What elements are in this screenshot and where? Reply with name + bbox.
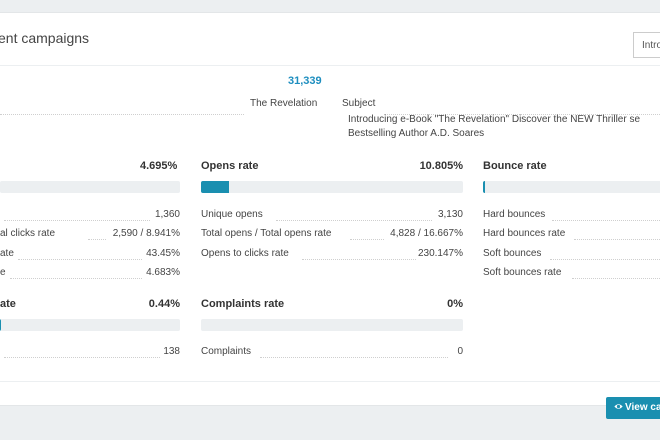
opens-row-value: 3,130 [437, 209, 463, 220]
bounce-row-label: Hard bounces rate [483, 228, 566, 239]
leader-dots [350, 239, 384, 240]
bounce-row-label: Soft bounces [483, 248, 542, 259]
leader-dots [550, 259, 660, 260]
panel-title: ent campaigns [0, 30, 90, 46]
bounce-rate-title: Bounce rate [483, 160, 547, 172]
opens-rate-bar [201, 181, 463, 193]
opens-rate-title: Opens rate [201, 160, 259, 172]
clicks-row-label: e [0, 267, 6, 278]
complaints-rate-bar [201, 319, 463, 331]
complaints-row-value: 0 [457, 346, 463, 357]
leader-dots [4, 220, 150, 221]
total-recipients-count: 31,339 [288, 75, 322, 87]
clicks-row-label: al clicks rate [0, 228, 56, 239]
leader-dots [10, 278, 142, 279]
leader-dots [0, 114, 244, 115]
campaign-select[interactable]: Intro [633, 32, 660, 58]
complaints-rate-value: 0% [447, 298, 463, 310]
campaign-stats-panel: ent campaigns Intro 31,339 The Revelatio… [0, 12, 660, 419]
opens-row-label: Unique opens [201, 209, 263, 220]
leader-dots [302, 259, 416, 260]
complaints-row-label: Complaints [201, 346, 252, 357]
clicks-row-value: 4.683% [146, 267, 180, 278]
unsubscribe-row-value: 138 [163, 346, 180, 357]
bounce-row-label: Hard bounces [483, 209, 546, 220]
view-campaign-button[interactable]: View ca [606, 397, 660, 419]
clicks-row-value: 43.45% [146, 248, 180, 259]
unsubscribe-rate-value: 0.44% [148, 298, 180, 310]
leader-dots [574, 239, 660, 240]
unsubscribe-rate-title: ate [0, 298, 16, 310]
complaints-rate-title: Complaints rate [201, 298, 285, 310]
leader-dots [276, 220, 432, 221]
bounce-rate-bar [483, 181, 660, 193]
opens-row-label: Total opens / Total opens rate [201, 228, 332, 239]
footer-divider [0, 381, 660, 382]
subject-label: Subject [342, 98, 376, 109]
unsubscribe-rate-bar [0, 319, 180, 331]
leader-dots [4, 357, 160, 358]
clicks-row-value: 2,590 / 8.941% [112, 228, 180, 239]
clicks-row-label: ate [0, 248, 14, 259]
leader-dots [552, 220, 660, 221]
view-campaign-label: View ca [625, 402, 660, 413]
leader-dots [18, 259, 142, 260]
panel-header: ent campaigns Intro [0, 13, 660, 66]
bounce-rate-bar-fill [483, 181, 485, 193]
leader-dots [88, 239, 106, 240]
list-name: The Revelation [250, 98, 318, 109]
opens-rate-bar-fill [201, 181, 230, 193]
bounce-row-label: Soft bounces rate [483, 267, 562, 278]
opens-row-value: 230.147% [417, 248, 463, 259]
unsubscribe-rate-bar-fill [0, 319, 1, 331]
clicks-rate-value: 4.695% [140, 160, 178, 172]
subject-text: Introducing e-Book "The Revelation" Disc… [348, 114, 641, 139]
eye-icon [614, 404, 623, 409]
leader-dots [384, 114, 660, 115]
opens-row-label: Opens to clicks rate [201, 248, 289, 259]
clicks-rate-bar [0, 181, 180, 193]
clicks-row-value: 1,360 [154, 209, 180, 220]
opens-rate-value: 10.805% [419, 160, 463, 172]
opens-row-value: 4,828 / 16.667% [390, 228, 463, 239]
leader-dots [572, 278, 660, 279]
leader-dots [260, 357, 448, 358]
